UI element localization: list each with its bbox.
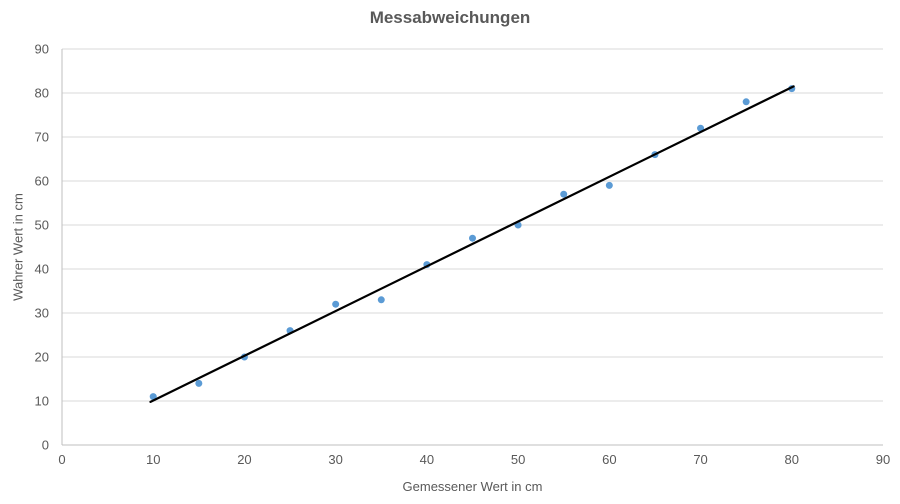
data-point: [332, 300, 340, 308]
chart-title: Messabweichungen: [369, 8, 531, 27]
x-tick-label: 0: [58, 452, 65, 467]
data-point: [742, 98, 750, 106]
y-tick-label: 50: [35, 218, 49, 233]
x-tick-label: 40: [420, 452, 434, 467]
y-tick-label: 30: [35, 306, 49, 321]
x-tick-label: 80: [785, 452, 799, 467]
y-axis-title: Wahrer Wert in cm: [10, 193, 26, 301]
data-point: [195, 379, 203, 387]
y-tick-label: 20: [35, 350, 49, 365]
data-point: [149, 393, 157, 401]
x-axis-title: Gemessener Wert in cm: [402, 479, 543, 494]
x-tick-label: 60: [602, 452, 616, 467]
y-tick-label: 70: [35, 130, 49, 145]
y-tick-label: 0: [42, 438, 49, 453]
x-tick-label: 50: [511, 452, 525, 467]
x-tick-label: 10: [146, 452, 160, 467]
y-tick-label: 10: [35, 394, 49, 409]
data-point: [377, 296, 385, 304]
y-tick-label: 80: [35, 86, 49, 101]
x-tick-label: 30: [328, 452, 342, 467]
trendline: [149, 85, 795, 403]
x-tick-label: 90: [876, 452, 890, 467]
y-tick-label: 90: [35, 42, 49, 57]
data-point: [469, 234, 476, 242]
y-tick-label: 60: [35, 174, 49, 189]
x-tick-label: 70: [693, 452, 707, 467]
x-tick-label: 20: [237, 452, 251, 467]
data-point: [560, 190, 568, 198]
data-point: [697, 124, 705, 132]
y-tick-label: 40: [35, 262, 49, 277]
data-point: [605, 181, 613, 189]
